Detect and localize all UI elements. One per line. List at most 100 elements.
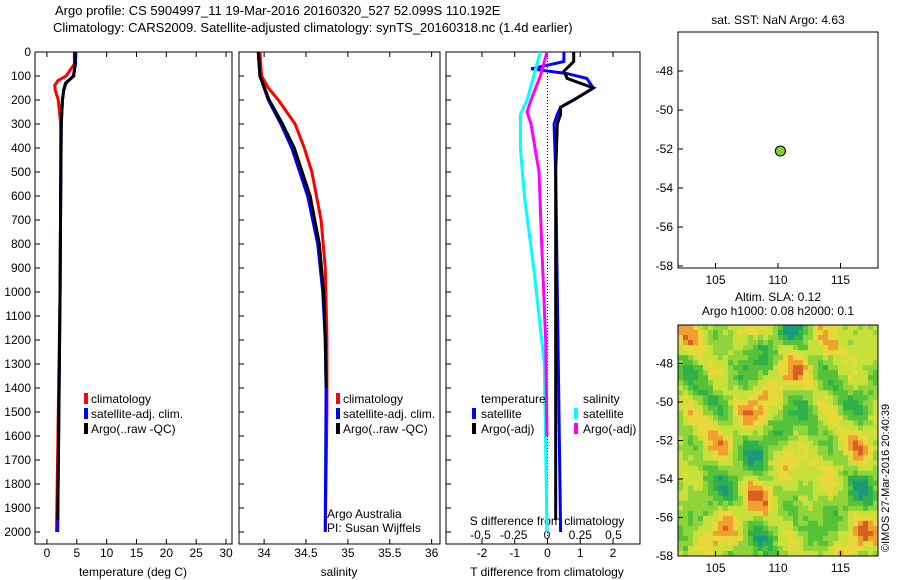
- sla-cell: [788, 505, 794, 512]
- sla-cell: [708, 445, 714, 452]
- sla-cell: [803, 525, 809, 532]
- sla-cell: [743, 355, 749, 361]
- argo-location-marker: [774, 145, 786, 157]
- x-tick-label: 35.5: [378, 546, 402, 560]
- sla-cell: [868, 455, 874, 462]
- sla-cell: [808, 420, 814, 426]
- sla-cell: [743, 470, 749, 477]
- sla-cell: [743, 390, 749, 396]
- sla-cell: [828, 490, 834, 497]
- sla-cell: [858, 355, 864, 361]
- legend-label: Argo(..raw -QC): [91, 422, 176, 436]
- sla-cell: [838, 545, 844, 552]
- sla-cell: [803, 360, 809, 366]
- sla-cell: [723, 520, 729, 527]
- sla-cell: [788, 360, 794, 366]
- sla-cell: [748, 435, 754, 441]
- sla-cell: [723, 460, 729, 467]
- sla-cell: [793, 430, 799, 436]
- sla-cell: [718, 330, 724, 336]
- sla-cell: [868, 375, 874, 381]
- sla-cell: [758, 480, 764, 487]
- sla-cell: [763, 375, 769, 381]
- sla-cell: [853, 525, 859, 532]
- sla-cell: [718, 340, 724, 346]
- sla-cell: [803, 385, 809, 391]
- sla-cell: [793, 385, 799, 391]
- sla-cell: [813, 360, 819, 366]
- sla-cell: [743, 500, 749, 507]
- sla-cell: [833, 490, 839, 497]
- sla-cell: [828, 415, 834, 421]
- sla-cell: [733, 440, 739, 447]
- sla-cell: [863, 395, 869, 401]
- sla-cell: [693, 515, 699, 522]
- sla-cell: [808, 385, 814, 391]
- sla-cell: [788, 420, 794, 426]
- sla-cell: [858, 335, 864, 341]
- sla-cell: [868, 435, 874, 441]
- sla-cell: [738, 360, 744, 366]
- sla-cell: [678, 440, 684, 447]
- sla-cell: [713, 395, 719, 401]
- sla-cell: [743, 535, 749, 542]
- sla-cell: [858, 340, 864, 346]
- sla-cell: [678, 480, 684, 487]
- sla-cell: [783, 535, 789, 542]
- sla-cell: [783, 380, 789, 386]
- sla-cell: [748, 380, 754, 386]
- sla-cell: [768, 330, 774, 336]
- sla-cell: [848, 500, 854, 507]
- y-tick-label: -54: [656, 472, 674, 486]
- sla-cell: [853, 330, 859, 336]
- sla-cell: [773, 395, 779, 401]
- sla-cell: [788, 350, 794, 356]
- sla-cell: [808, 505, 814, 512]
- sla-cell: [788, 375, 794, 381]
- sla-cell: [768, 510, 774, 517]
- sla-cell: [843, 475, 849, 482]
- sla-cell: [813, 410, 819, 416]
- sla-cell: [833, 450, 839, 457]
- sla-cell: [728, 510, 734, 517]
- temp-panel-frame: [34, 51, 233, 545]
- sla-cell: [823, 340, 829, 346]
- sla-cell: [863, 535, 869, 542]
- sla-cell: [823, 475, 829, 482]
- sla-cell: [773, 535, 779, 542]
- sla-cell: [808, 395, 814, 401]
- sla-cell: [853, 515, 859, 522]
- legend-swatch: [336, 393, 340, 404]
- sla-cell: [843, 530, 849, 537]
- sla-cell: [813, 435, 819, 441]
- series-line-t-argo-adj-: [554, 52, 597, 520]
- sla-cell: [783, 545, 789, 552]
- sla-cell: [853, 495, 859, 502]
- sla-cell: [698, 460, 704, 467]
- sla-cell: [793, 325, 799, 331]
- sla-cell: [738, 340, 744, 346]
- sla-cell: [848, 550, 854, 557]
- sla-cell: [798, 470, 804, 477]
- sla-cell: [738, 365, 744, 371]
- sla-cell: [763, 335, 769, 341]
- sla-cell: [728, 390, 734, 396]
- sla-cell: [823, 495, 829, 502]
- sla-cell: [758, 455, 764, 462]
- sla-cell: [723, 535, 729, 542]
- sla-cell: [708, 485, 714, 492]
- sla-cell: [703, 475, 709, 482]
- sla-cell: [763, 470, 769, 477]
- sla-cell: [688, 415, 694, 421]
- sla-cell: [753, 375, 759, 381]
- sla-cell: [813, 525, 819, 532]
- sla-cell: [788, 385, 794, 391]
- sla-cell: [773, 340, 779, 346]
- sla-cell: [738, 350, 744, 356]
- sla-cell: [778, 550, 784, 557]
- sla-cell: [698, 465, 704, 472]
- sla-cell: [793, 505, 799, 512]
- sla-cell: [693, 530, 699, 537]
- sla-cell: [743, 495, 749, 502]
- sla-cell: [703, 545, 709, 552]
